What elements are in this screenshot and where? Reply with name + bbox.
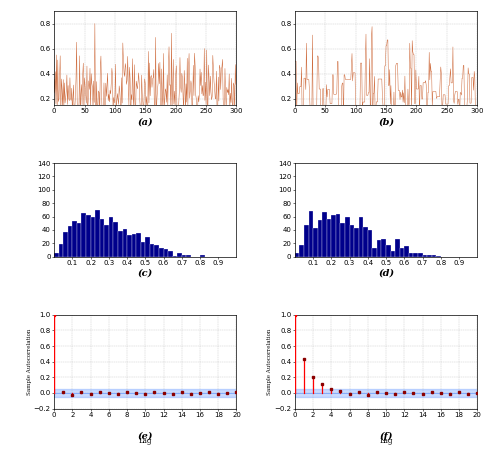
Bar: [163, 249, 168, 257]
Bar: [350, 224, 354, 257]
Bar: [377, 240, 381, 257]
Bar: [413, 253, 418, 257]
Y-axis label: Sample Autocorrelation: Sample Autocorrelation: [267, 329, 272, 395]
Bar: [409, 253, 413, 257]
Bar: [63, 232, 68, 257]
Bar: [436, 256, 441, 257]
Bar: [423, 255, 427, 257]
Bar: [141, 242, 145, 257]
Bar: [431, 255, 436, 257]
X-axis label: (d): (d): [378, 269, 394, 278]
Bar: [308, 211, 313, 257]
Bar: [109, 217, 113, 257]
X-axis label: (b): (b): [378, 117, 394, 126]
Bar: [381, 239, 386, 257]
Bar: [363, 227, 368, 257]
X-axis label: (c): (c): [138, 269, 153, 278]
Bar: [54, 253, 59, 257]
Bar: [295, 253, 300, 257]
Y-axis label: Sample Autocorrelation: Sample Autocorrelation: [27, 329, 31, 395]
Bar: [91, 217, 95, 257]
Bar: [318, 220, 322, 257]
Bar: [400, 248, 404, 257]
Bar: [200, 255, 205, 257]
Text: Lag: Lag: [139, 437, 152, 445]
Bar: [395, 239, 400, 257]
Bar: [404, 246, 409, 257]
Bar: [95, 210, 100, 257]
Bar: [118, 231, 123, 257]
Bar: [123, 229, 127, 257]
Bar: [336, 214, 340, 257]
Bar: [322, 212, 327, 257]
X-axis label: (a): (a): [137, 117, 153, 126]
Bar: [82, 212, 86, 257]
Bar: [72, 220, 77, 257]
Bar: [54, 389, 237, 397]
Bar: [177, 253, 182, 257]
Bar: [127, 235, 132, 257]
Bar: [100, 219, 104, 257]
Bar: [418, 253, 423, 257]
Bar: [372, 248, 377, 257]
Bar: [340, 223, 345, 257]
Bar: [145, 238, 150, 257]
Bar: [182, 255, 186, 257]
Bar: [331, 215, 336, 257]
Bar: [345, 217, 350, 257]
Bar: [159, 248, 163, 257]
Bar: [354, 228, 359, 257]
Bar: [77, 223, 82, 257]
Bar: [368, 230, 372, 257]
Bar: [300, 246, 304, 257]
Bar: [427, 255, 431, 257]
Bar: [136, 233, 141, 257]
Bar: [154, 246, 159, 257]
Bar: [113, 222, 118, 257]
Bar: [386, 245, 391, 257]
Bar: [295, 389, 477, 397]
Bar: [391, 251, 395, 257]
X-axis label: (f): (f): [379, 432, 393, 441]
Text: Lag: Lag: [379, 437, 393, 445]
Bar: [173, 256, 177, 257]
Bar: [86, 215, 91, 257]
Bar: [186, 255, 191, 257]
X-axis label: (e): (e): [138, 432, 153, 441]
Bar: [359, 217, 363, 257]
Bar: [150, 244, 154, 257]
Bar: [68, 226, 72, 257]
Bar: [132, 234, 136, 257]
Bar: [304, 225, 308, 257]
Bar: [59, 244, 63, 257]
Bar: [168, 251, 173, 257]
Bar: [313, 228, 318, 257]
Bar: [104, 225, 109, 257]
Bar: [327, 219, 331, 257]
